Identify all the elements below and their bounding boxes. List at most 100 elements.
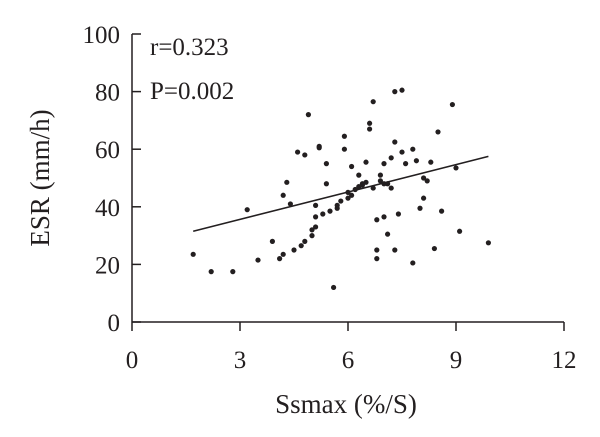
data-point bbox=[287, 201, 293, 207]
data-point bbox=[385, 231, 391, 237]
data-point bbox=[410, 146, 416, 152]
data-point bbox=[374, 247, 380, 253]
data-point bbox=[367, 120, 373, 126]
data-point bbox=[280, 192, 286, 198]
data-point bbox=[453, 165, 459, 171]
data-point bbox=[277, 256, 283, 262]
data-point bbox=[388, 185, 394, 191]
data-point bbox=[457, 228, 463, 234]
data-point bbox=[320, 211, 326, 217]
data-point bbox=[363, 179, 369, 185]
data-point bbox=[338, 198, 344, 204]
data-point bbox=[316, 145, 322, 151]
data-point bbox=[431, 245, 437, 252]
data-point bbox=[291, 247, 297, 253]
data-point bbox=[305, 112, 311, 118]
data-point bbox=[302, 238, 308, 244]
data-points bbox=[190, 87, 491, 291]
data-point bbox=[284, 179, 290, 185]
data-point bbox=[424, 178, 430, 184]
data-point bbox=[399, 87, 405, 93]
data-point bbox=[439, 208, 445, 214]
data-point bbox=[349, 163, 355, 170]
data-point bbox=[352, 186, 358, 193]
data-point bbox=[435, 129, 441, 135]
y-tick-label: 80 bbox=[95, 80, 120, 107]
data-point bbox=[392, 139, 398, 145]
data-point bbox=[334, 202, 340, 208]
data-point bbox=[413, 158, 419, 164]
data-point bbox=[323, 161, 329, 167]
y-tick-label: 40 bbox=[95, 195, 120, 222]
data-point bbox=[331, 284, 337, 291]
data-point bbox=[403, 161, 409, 167]
trend-line-group bbox=[193, 155, 489, 233]
data-point bbox=[359, 182, 365, 188]
data-point bbox=[313, 224, 319, 230]
data-point bbox=[370, 185, 376, 191]
data-point bbox=[349, 192, 355, 198]
data-point bbox=[388, 155, 394, 161]
data-point bbox=[341, 146, 347, 152]
annotation-r: r=0.323 bbox=[150, 34, 229, 61]
data-point bbox=[313, 214, 319, 220]
data-point bbox=[309, 227, 315, 233]
data-point bbox=[269, 238, 275, 244]
data-point bbox=[428, 159, 434, 165]
data-point bbox=[410, 260, 416, 266]
y-tick-label: 20 bbox=[95, 252, 120, 279]
data-point bbox=[295, 149, 301, 155]
x-tick-label: 0 bbox=[126, 347, 139, 374]
y-tick-label: 60 bbox=[95, 137, 120, 164]
data-point bbox=[208, 269, 214, 275]
data-point bbox=[244, 207, 250, 213]
data-point bbox=[381, 214, 387, 220]
data-point bbox=[381, 181, 387, 187]
data-point bbox=[356, 172, 362, 178]
data-point bbox=[399, 149, 405, 155]
data-point bbox=[255, 257, 261, 263]
data-point bbox=[363, 159, 369, 165]
data-point bbox=[392, 247, 398, 253]
data-point bbox=[327, 208, 333, 214]
data-point bbox=[374, 256, 380, 262]
data-point bbox=[230, 269, 236, 275]
trend-line bbox=[193, 155, 489, 233]
data-point bbox=[381, 161, 387, 167]
data-point bbox=[392, 89, 398, 95]
y-axis-label: ESR (mm/h) bbox=[25, 109, 55, 246]
y-tick-label: 0 bbox=[108, 310, 121, 337]
data-point bbox=[374, 217, 380, 223]
data-point bbox=[345, 195, 351, 201]
data-point bbox=[341, 133, 347, 139]
data-point bbox=[370, 99, 376, 105]
labels: r=0.323 P=0.002 Ssmax (%/S) ESR (mm/h) bbox=[25, 34, 417, 419]
data-point bbox=[449, 101, 455, 108]
data-point bbox=[280, 251, 286, 257]
data-point bbox=[421, 195, 427, 201]
data-point bbox=[313, 202, 319, 208]
annotation-p: P=0.002 bbox=[150, 78, 234, 105]
data-point bbox=[323, 181, 329, 187]
x-axis-label: Ssmax (%/S) bbox=[275, 389, 417, 419]
data-point bbox=[385, 181, 391, 187]
data-point bbox=[417, 205, 423, 211]
axes: 0 20 40 60 80 100 0 3 6 9 12 bbox=[83, 22, 577, 374]
data-point bbox=[367, 126, 373, 132]
y-tick-label: 100 bbox=[83, 22, 121, 49]
data-point bbox=[302, 152, 308, 158]
x-tick-label: 12 bbox=[552, 347, 577, 374]
data-point bbox=[190, 251, 196, 257]
x-tick-label: 6 bbox=[342, 347, 355, 374]
data-point bbox=[377, 172, 383, 178]
data-point bbox=[377, 178, 383, 184]
data-point bbox=[345, 189, 351, 195]
x-tick-label: 3 bbox=[234, 347, 247, 374]
x-tick-label: 9 bbox=[450, 347, 463, 374]
data-point bbox=[395, 211, 401, 217]
data-point bbox=[298, 243, 304, 249]
data-point bbox=[485, 240, 491, 246]
data-point bbox=[421, 175, 427, 181]
data-point bbox=[309, 233, 315, 239]
